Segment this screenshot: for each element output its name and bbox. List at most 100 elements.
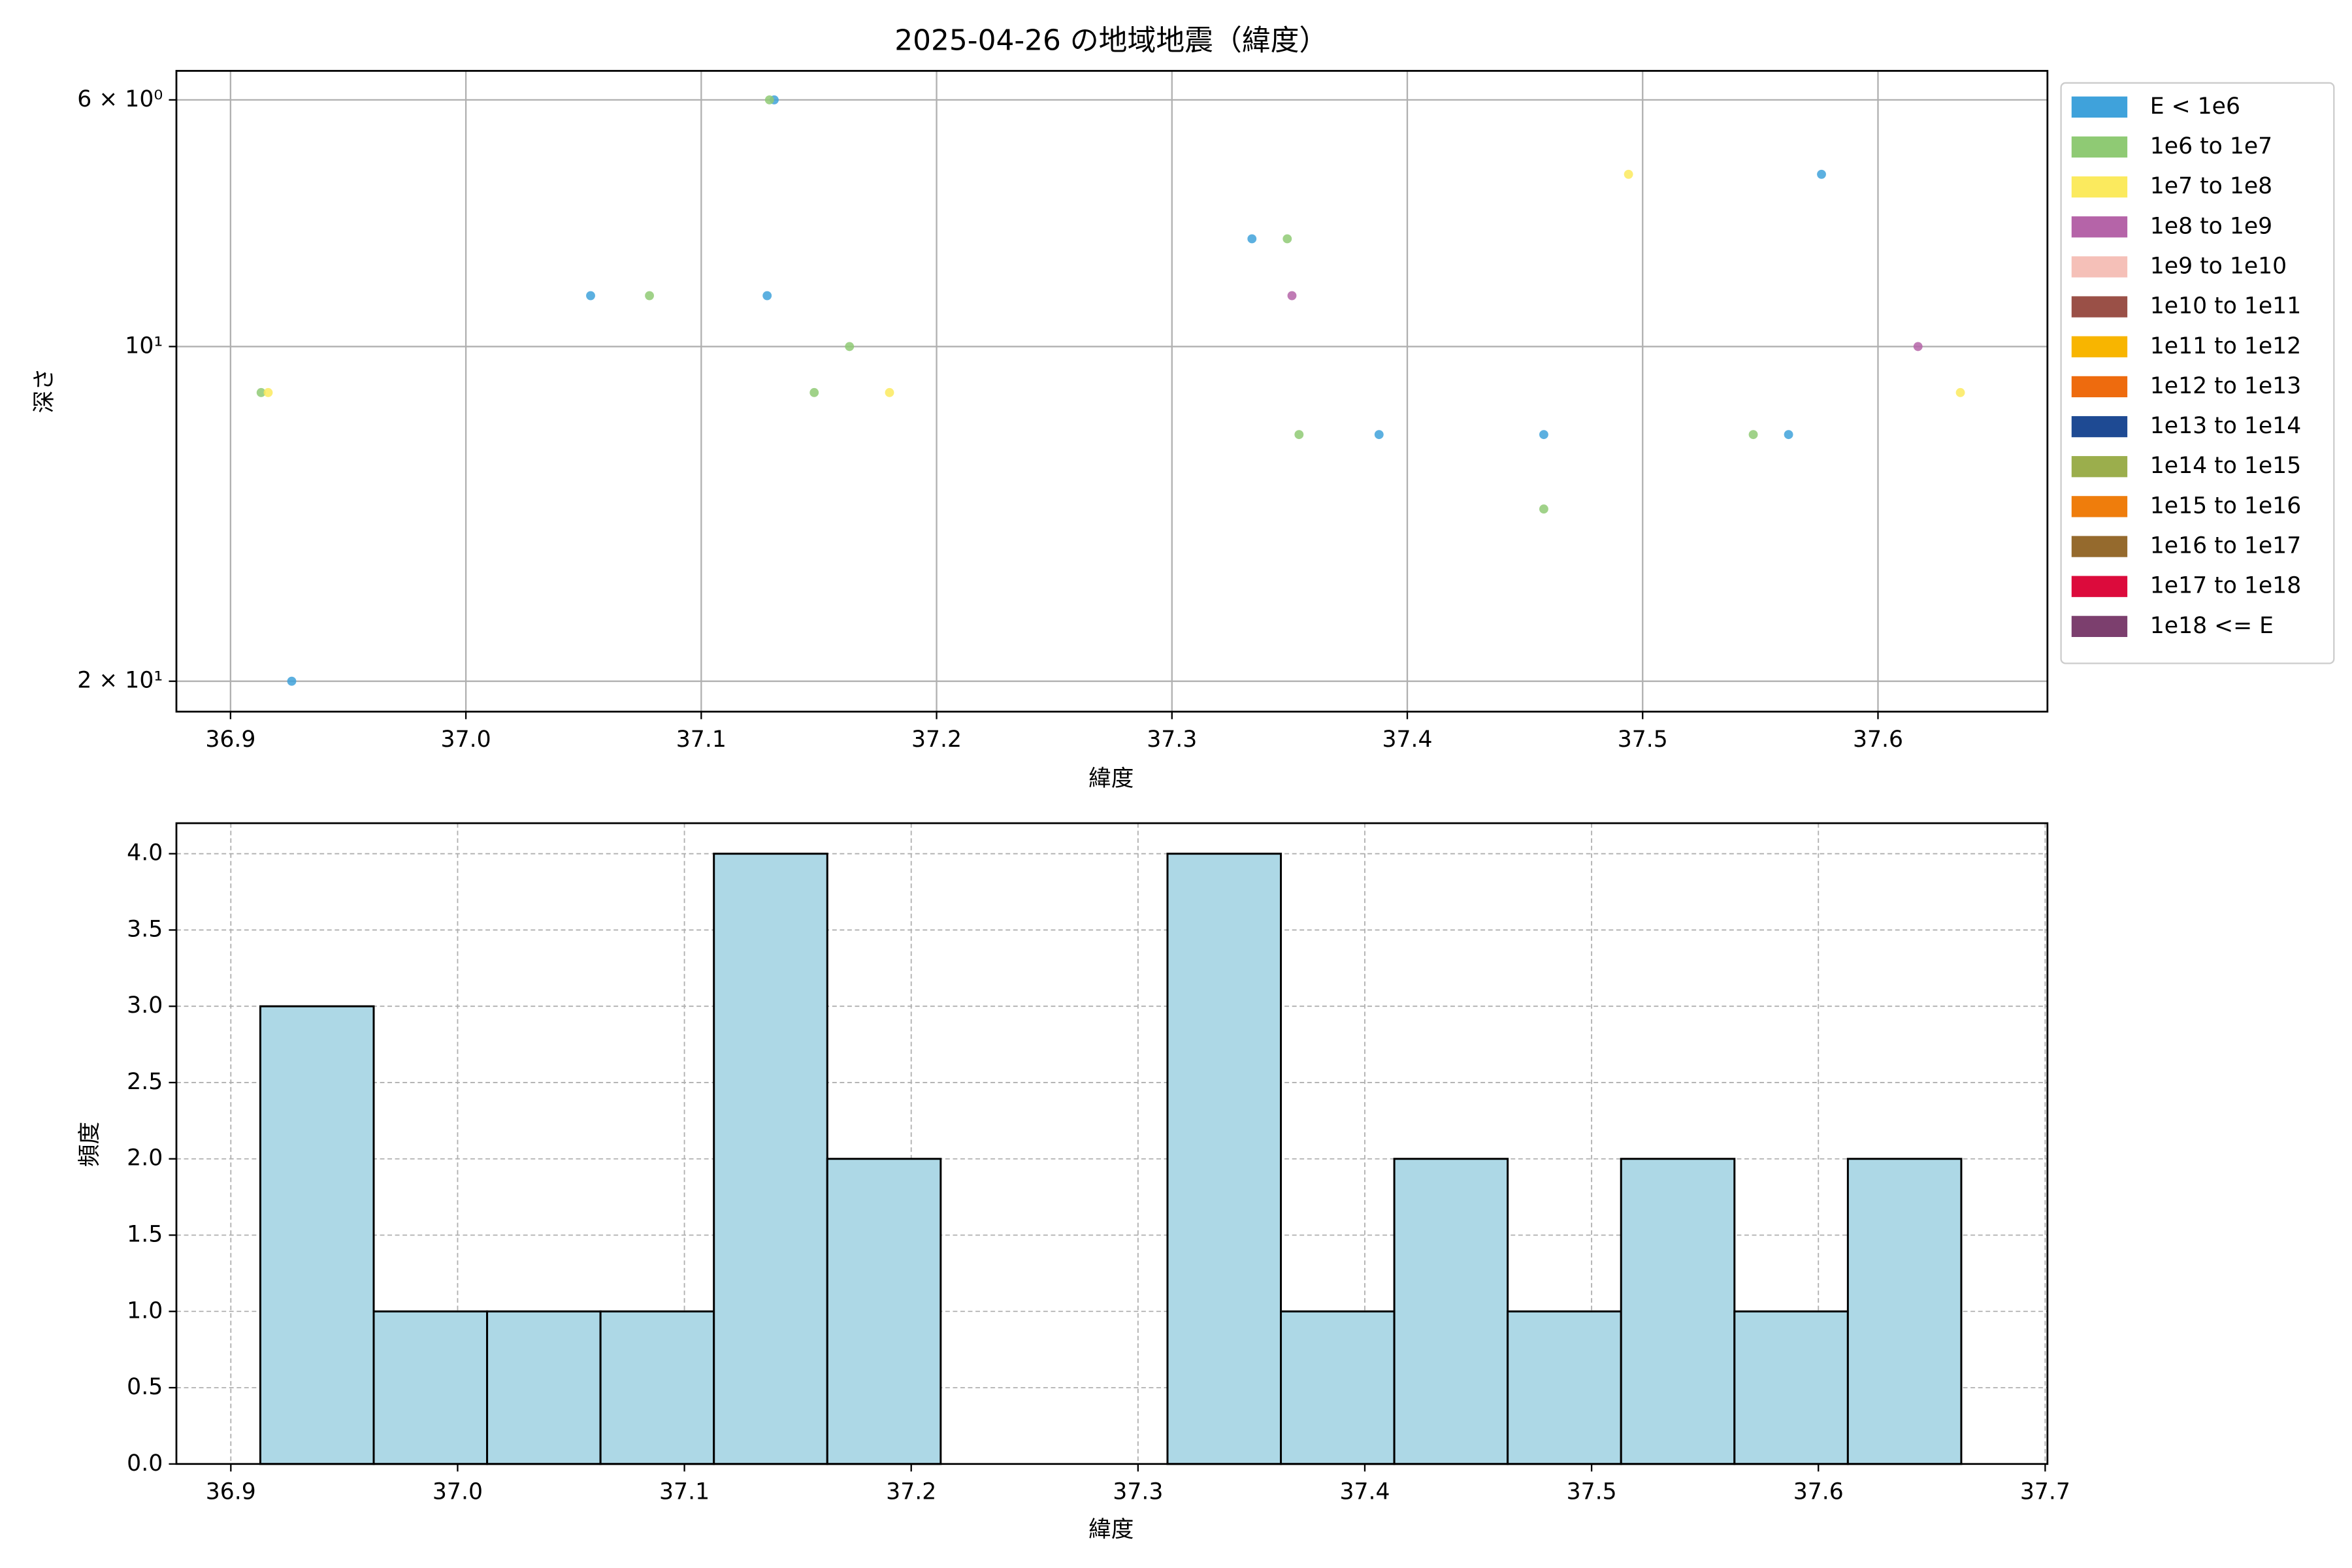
legend-label: 1e16 to 1e17 (2150, 533, 2301, 559)
y-tick-label: 4.0 (127, 840, 163, 866)
legend-label: 1e10 to 1e11 (2150, 293, 2301, 319)
data-point (1784, 430, 1793, 440)
x-tick-label: 37.6 (1793, 1479, 1844, 1505)
y-tick-label: 10¹ (125, 333, 163, 359)
data-point (762, 291, 772, 301)
y-axis-label: 頻度 (76, 1122, 103, 1167)
x-tick-label: 37.1 (676, 727, 727, 753)
data-point (809, 387, 819, 397)
legend-label: 1e9 to 1e10 (2150, 253, 2287, 279)
legend-label: 1e11 to 1e12 (2150, 333, 2301, 359)
legend-label: 1e15 to 1e16 (2150, 493, 2301, 519)
data-point (1624, 169, 1633, 179)
x-tick-label: 37.1 (659, 1479, 710, 1505)
data-point (586, 291, 595, 301)
y-tick-label: 6 × 10⁰ (77, 86, 163, 112)
legend-label: 1e18 <= E (2150, 613, 2274, 639)
legend-swatch (2071, 496, 2128, 517)
data-point (1817, 169, 1826, 179)
data-point (1955, 387, 1965, 397)
x-tick-label: 37.0 (441, 727, 491, 753)
y-tick-label: 3.0 (127, 992, 163, 1019)
legend-swatch (2071, 576, 2128, 597)
bar (259, 1005, 375, 1465)
legend-box (2060, 82, 2335, 664)
data-point (263, 387, 273, 397)
bar (826, 1158, 942, 1465)
y-tick-label: 3.5 (127, 916, 163, 942)
data-point (645, 291, 654, 301)
legend-swatch (2071, 615, 2128, 637)
data-point (1294, 430, 1304, 440)
x-tick-label: 37.2 (886, 1479, 936, 1505)
x-tick-label: 37.5 (1618, 727, 1668, 753)
data-point (1282, 234, 1292, 244)
legend-label: E < 1e6 (2150, 93, 2240, 120)
y-axis-label: 深さ (31, 368, 57, 413)
x-tick-label: 37.7 (2020, 1479, 2070, 1505)
legend-label: 1e14 to 1e15 (2150, 453, 2301, 479)
bar (1166, 853, 1282, 1465)
legend-swatch (2071, 456, 2128, 478)
data-point (1913, 342, 1923, 351)
data-point (1287, 291, 1297, 301)
data-point (1539, 430, 1548, 440)
bar (1846, 1158, 1963, 1465)
data-point (1539, 504, 1548, 514)
legend-label: 1e7 to 1e8 (2150, 173, 2272, 199)
bar (599, 1310, 715, 1465)
bar (1620, 1158, 1736, 1465)
x-axis-label: 緯度 (1088, 766, 1134, 792)
y-tick-label: 1.0 (127, 1298, 163, 1324)
legend-label: 1e8 to 1e9 (2150, 213, 2272, 239)
data-point (885, 387, 894, 397)
legend-swatch (2071, 176, 2128, 198)
x-tick-label: 36.9 (205, 727, 255, 753)
x-tick-label: 37.3 (1113, 1479, 1163, 1505)
legend-swatch (2071, 336, 2128, 357)
x-tick-label: 37.4 (1382, 727, 1432, 753)
bar (1507, 1310, 1622, 1465)
bar (713, 853, 828, 1465)
legend-swatch (2071, 256, 2128, 278)
y-tick-label: 0.5 (127, 1374, 163, 1400)
legend-swatch (2071, 536, 2128, 557)
data-point (256, 387, 266, 397)
bar (372, 1310, 489, 1465)
x-tick-label: 36.9 (206, 1479, 256, 1505)
bar (1393, 1158, 1509, 1465)
legend-swatch (2071, 216, 2128, 238)
data-point (845, 342, 855, 351)
legend-swatch (2071, 296, 2128, 318)
bar (1280, 1310, 1396, 1465)
x-axis-label: 緯度 (1088, 1516, 1134, 1543)
legend-swatch (2071, 416, 2128, 438)
y-tick-label: 0.0 (127, 1450, 163, 1477)
data-point (287, 676, 297, 686)
axes-frame (175, 822, 2049, 1465)
data-point (1374, 430, 1384, 440)
y-tick-label: 2 × 10¹ (77, 668, 163, 694)
y-tick-label: 2.5 (127, 1069, 163, 1095)
axes-frame (175, 70, 2049, 713)
x-tick-label: 37.6 (1853, 727, 1903, 753)
data-point (764, 95, 774, 105)
data-point (1748, 430, 1758, 440)
y-tick-label: 1.5 (127, 1221, 163, 1247)
legend-swatch (2071, 136, 2128, 158)
x-tick-label: 37.4 (1339, 1479, 1390, 1505)
chart-title: 2025-04-26 の地域地震（緯度） (894, 24, 1328, 57)
legend-label: 1e17 to 1e18 (2150, 573, 2301, 599)
x-tick-label: 37.5 (1567, 1479, 1617, 1505)
data-point (1247, 234, 1257, 244)
legend-swatch (2071, 376, 2128, 398)
legend-label: 1e13 to 1e14 (2150, 413, 2301, 439)
x-tick-label: 37.2 (911, 727, 962, 753)
y-tick-label: 2.0 (127, 1145, 163, 1171)
x-tick-label: 37.3 (1147, 727, 1197, 753)
x-tick-label: 37.0 (433, 1479, 483, 1505)
bar (1733, 1310, 1849, 1465)
legend-label: 1e12 to 1e13 (2150, 373, 2301, 399)
legend-label: 1e6 to 1e7 (2150, 133, 2272, 159)
